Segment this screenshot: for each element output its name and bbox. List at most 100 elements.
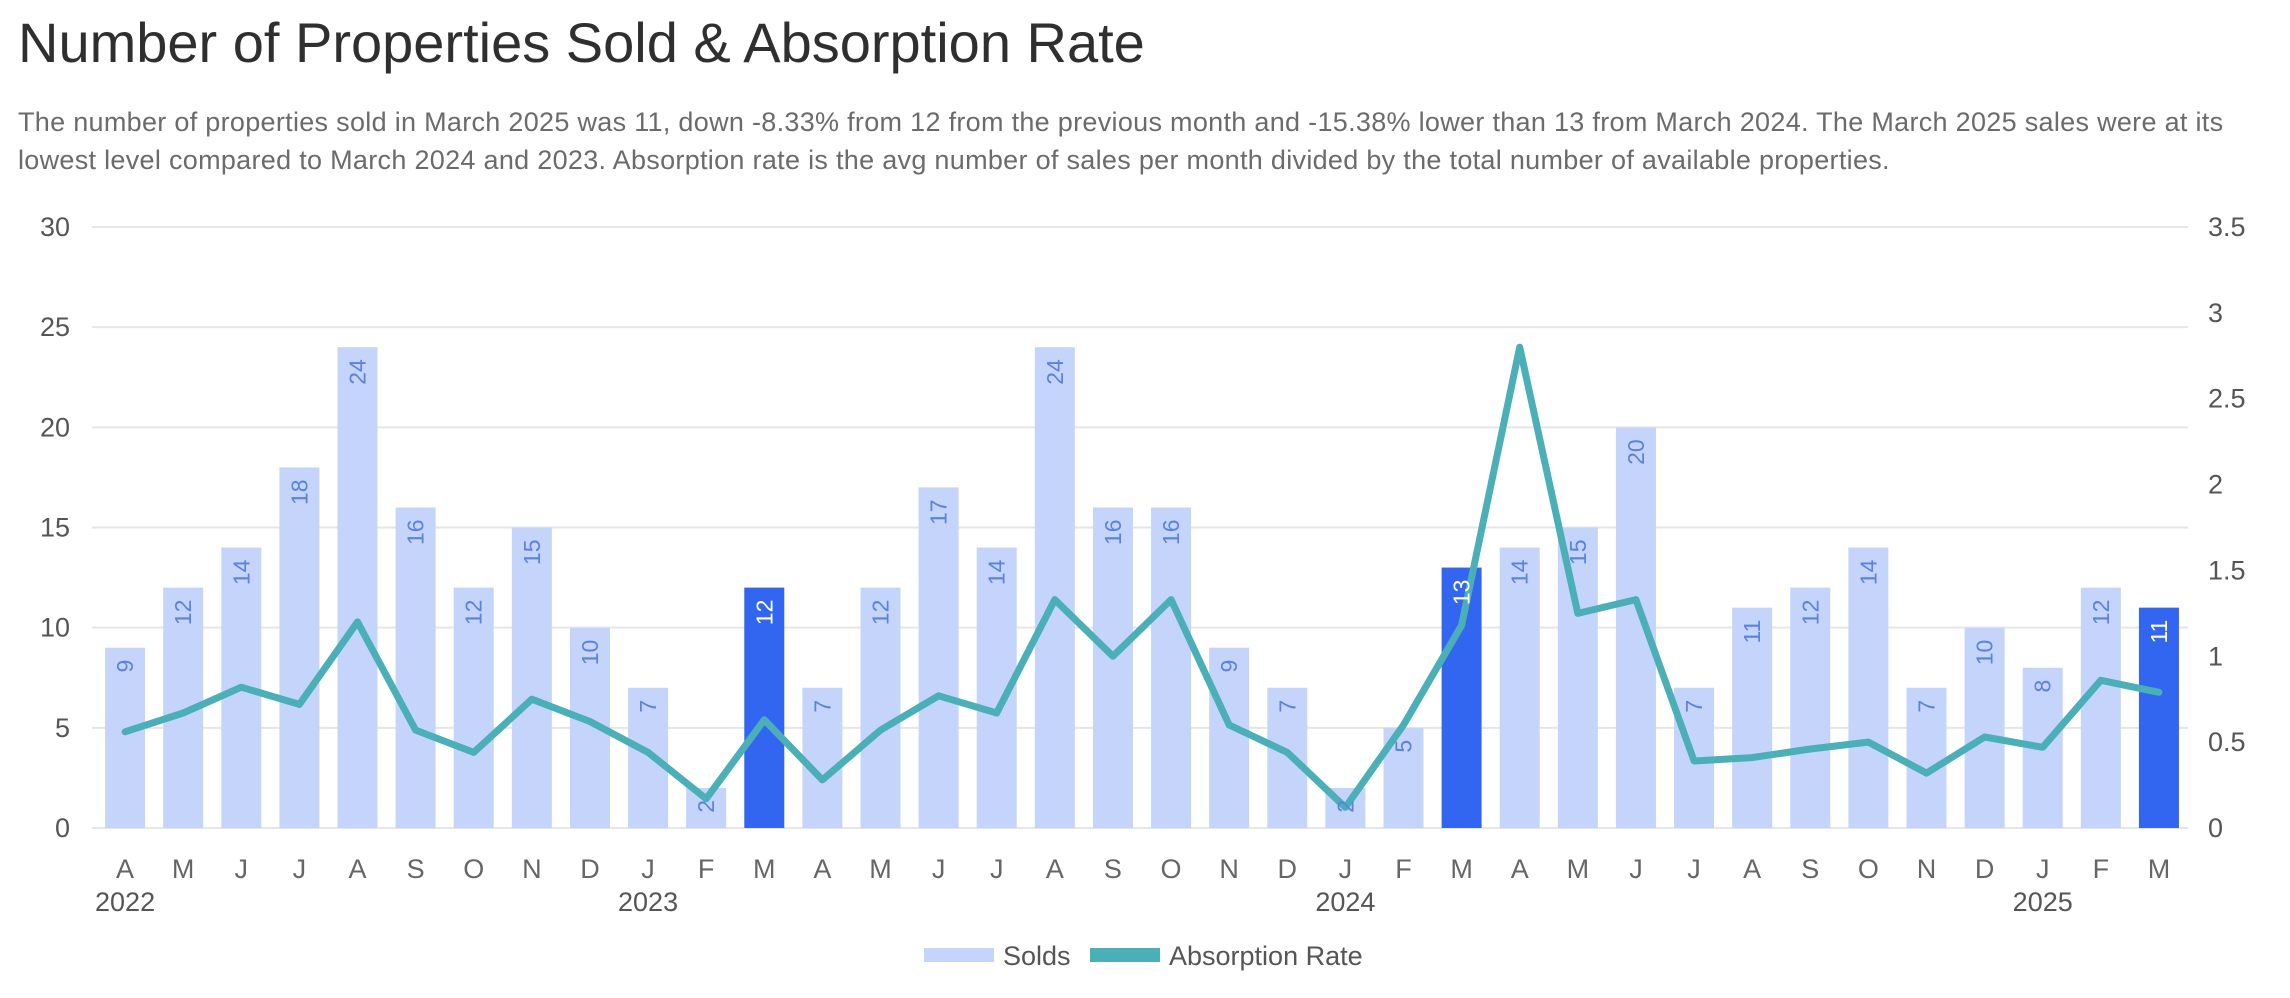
bar bbox=[628, 687, 669, 828]
y-left-tick-label: 15 bbox=[40, 513, 70, 543]
x-tick-label: M bbox=[172, 854, 195, 884]
x-tick-label: N bbox=[522, 854, 542, 884]
bar-value-label: 16 bbox=[1100, 519, 1126, 545]
bar-value-label: 9 bbox=[1216, 660, 1242, 673]
bar-value-label: 7 bbox=[809, 700, 835, 713]
bar-value-label: 14 bbox=[228, 559, 254, 585]
bar-value-label: 24 bbox=[1042, 359, 1068, 385]
bar bbox=[1906, 687, 1947, 828]
bar bbox=[2138, 607, 2179, 828]
bar-value-label: 24 bbox=[345, 359, 371, 385]
grid-layer bbox=[92, 226, 2188, 829]
y-right-tick-label: 1 bbox=[2208, 641, 2223, 671]
chart-subtitle: The number of properties sold in March 2… bbox=[18, 107, 2224, 175]
x-year-label: 2023 bbox=[618, 887, 678, 917]
bar bbox=[918, 487, 959, 828]
bar-value-label: 11 bbox=[2146, 620, 2172, 644]
bar-value-label: 7 bbox=[1914, 700, 1940, 713]
x-tick-label: J bbox=[235, 854, 249, 884]
bar-value-label: 12 bbox=[461, 600, 487, 626]
bar-value-label: 15 bbox=[519, 540, 545, 566]
x-tick-label: A bbox=[1743, 854, 1761, 884]
y-left-tick-label: 25 bbox=[40, 312, 70, 342]
line-layer bbox=[121, 343, 2163, 811]
bar-value-label: 12 bbox=[868, 600, 894, 626]
x-tick-label: J bbox=[1687, 854, 1701, 884]
x-tick-label: M bbox=[869, 854, 892, 884]
y-right-tick-label: 0 bbox=[2208, 813, 2223, 843]
bar bbox=[1732, 607, 1773, 828]
x-tick-label: M bbox=[2148, 854, 2171, 884]
x-tick-label: F bbox=[2093, 854, 2110, 884]
bar-value-label: 14 bbox=[1507, 559, 1533, 585]
legend-label-absorption-rate: Absorption Rate bbox=[1169, 941, 1363, 971]
x-tick-label: J bbox=[1339, 854, 1353, 884]
absorption-rate-line bbox=[121, 343, 2163, 811]
bar bbox=[395, 507, 436, 828]
bar-value-label: 10 bbox=[577, 640, 603, 666]
x-tick-label: O bbox=[463, 854, 484, 884]
bar-value-label: 13 bbox=[1449, 580, 1475, 606]
x-tick-label: O bbox=[1858, 854, 1879, 884]
y-right-tick-label: 3.5 bbox=[2208, 212, 2246, 242]
bar-value-label: 20 bbox=[1623, 439, 1649, 465]
bar bbox=[802, 687, 843, 828]
y-right-tick-label: 0.5 bbox=[2208, 727, 2246, 757]
x-tick-label: F bbox=[698, 854, 715, 884]
x-tick-label: A bbox=[1046, 854, 1064, 884]
legend-layer: Solds Absorption Rate bbox=[924, 941, 1363, 971]
label-layer: 9 12 14 18 24 16 12 15 10 7 2 12 7 12 17 14 24 16 16 9 7 2 5 13… bbox=[112, 359, 2172, 813]
bar bbox=[105, 647, 146, 828]
x-tick-label: J bbox=[293, 854, 307, 884]
y-right-tick-label: 1.5 bbox=[2208, 555, 2246, 585]
bar bbox=[1499, 547, 1540, 828]
legend-swatch-solds bbox=[924, 948, 994, 962]
x-tick-label: M bbox=[1450, 854, 1473, 884]
bar bbox=[337, 347, 378, 828]
x-tick-label: S bbox=[407, 854, 425, 884]
bar bbox=[1151, 507, 1192, 828]
x-tick-label: J bbox=[641, 854, 655, 884]
bar bbox=[2080, 587, 2121, 828]
bar-value-label: 2 bbox=[693, 800, 719, 813]
x-tick-label: A bbox=[813, 854, 831, 884]
y-right-tick-label: 2.5 bbox=[2208, 384, 2246, 414]
bar-value-label: 11 bbox=[1739, 620, 1765, 644]
y-left-tick-label: 10 bbox=[40, 613, 70, 643]
bar bbox=[1615, 427, 1656, 828]
x-tick-label: A bbox=[348, 854, 366, 884]
bar-value-label: 12 bbox=[170, 600, 196, 626]
x-tick-label: S bbox=[1801, 854, 1819, 884]
bar-value-label: 12 bbox=[751, 600, 777, 626]
bar-value-label: 15 bbox=[1565, 540, 1591, 566]
x-tick-label: A bbox=[1511, 854, 1529, 884]
x-tick-label: N bbox=[1917, 854, 1937, 884]
x-tick-label: J bbox=[932, 854, 946, 884]
x-tick-label: F bbox=[1395, 854, 1412, 884]
x-tick-label: J bbox=[1629, 854, 1643, 884]
bar-value-label: 16 bbox=[403, 519, 429, 545]
bar bbox=[1092, 507, 1133, 828]
bar bbox=[1790, 587, 1831, 828]
y-left-tick-label: 5 bbox=[55, 713, 70, 743]
bar-value-label: 14 bbox=[1855, 559, 1881, 585]
x-tick-label: O bbox=[1161, 854, 1182, 884]
y-right-tick-label: 3 bbox=[2208, 298, 2223, 328]
bar-value-label: 10 bbox=[1972, 640, 1998, 666]
bar bbox=[1441, 567, 1482, 828]
x-tick-label: D bbox=[1975, 854, 1995, 884]
x-tick-label: M bbox=[1567, 854, 1590, 884]
bar-value-label: 14 bbox=[984, 559, 1010, 585]
chart-title: Number of Properties Sold & Absorption R… bbox=[18, 11, 1145, 74]
bar-value-label: 12 bbox=[1797, 600, 1823, 626]
x-year-label: 2024 bbox=[1315, 887, 1375, 917]
x-tick-label: M bbox=[753, 854, 776, 884]
y-left-tick-label: 30 bbox=[40, 212, 70, 242]
bar-value-label: 9 bbox=[112, 660, 138, 673]
x-tick-label: S bbox=[1104, 854, 1122, 884]
legend-label-solds: Solds bbox=[1003, 941, 1071, 971]
bar bbox=[1034, 347, 1075, 828]
bar-value-label: 7 bbox=[1274, 700, 1300, 713]
